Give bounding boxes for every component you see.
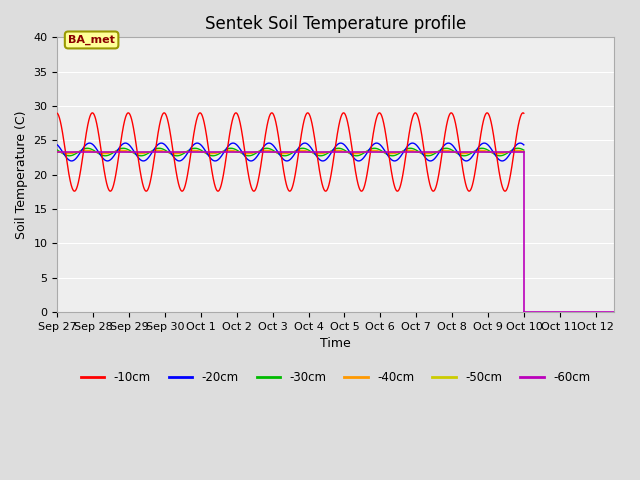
Y-axis label: Soil Temperature (C): Soil Temperature (C)	[15, 110, 28, 239]
Title: Sentek Soil Temperature profile: Sentek Soil Temperature profile	[205, 15, 466, 33]
X-axis label: Time: Time	[320, 337, 351, 350]
Text: BA_met: BA_met	[68, 35, 115, 45]
Legend: -10cm, -20cm, -30cm, -40cm, -50cm, -60cm: -10cm, -20cm, -30cm, -40cm, -50cm, -60cm	[76, 366, 595, 388]
